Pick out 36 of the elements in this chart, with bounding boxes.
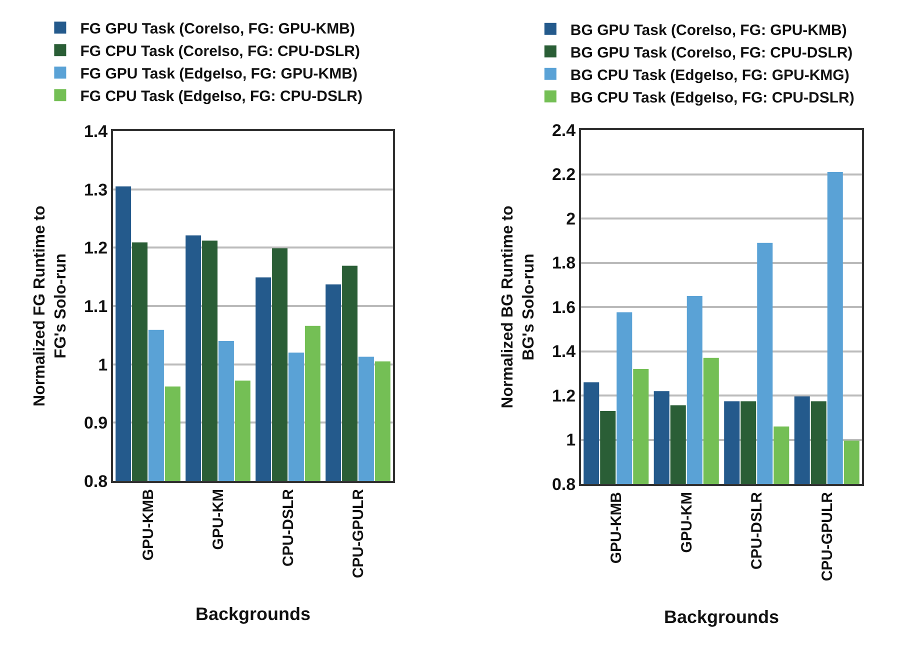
y-tick-label: 0.8	[552, 474, 576, 494]
y-tick-label: 1.8	[552, 254, 576, 273]
legend-label: BG CPU Task (EdgeIso, FG: GPU-KMG)	[570, 66, 850, 84]
x-tick-label: GPU-KM	[678, 492, 696, 553]
y-axis-title: Normalized BG Runtime to BG's Solo-run	[500, 205, 538, 408]
x-tick-label: GPU-KMB	[608, 492, 626, 564]
x-tick-label: GPU-KMB	[140, 488, 157, 561]
y-tick-label: 1.4	[84, 122, 108, 141]
legend-label: FG GPU Task (CoreIso, FG: GPU-KMB)	[80, 20, 355, 38]
x-tick-label: CPU-DSLR	[280, 488, 297, 566]
y-tick-label: 1.3	[84, 180, 108, 200]
y-axis-title: Normalized FG Runtime to FG's Solo-run	[32, 205, 70, 406]
y-tick-label: 1.4	[552, 342, 576, 362]
y-tick-label: 2.4	[552, 120, 576, 140]
y-tick-label: 1	[566, 430, 576, 450]
legend-label: BG GPU Task (CoreIso, FG: GPU-KMB)	[570, 22, 847, 39]
legend-label: FG CPU Task (EdgeIso, FG: CPU-DSLR)	[80, 88, 362, 105]
x-axis-title: Backgrounds	[195, 604, 311, 624]
y-tick-label: 1.2	[84, 238, 108, 258]
y-tick-label: 2	[566, 209, 576, 228]
y-tick-label: 2.2	[552, 165, 576, 184]
legend-label: FG CPU Task (CoreIso, FG: CPU-DSLR)	[80, 42, 360, 60]
y-tick-label: 1.6	[552, 298, 576, 317]
y-tick-label: 1.1	[84, 296, 108, 316]
legend-label: BG GPU Task (CoreIso, FG: CPU-DSLR)	[570, 44, 853, 62]
y-tick-label: 1	[98, 355, 108, 374]
y-tick-label: 0.9	[84, 414, 108, 433]
y-tick-label: 1.2	[552, 386, 576, 406]
x-tick-label: GPU-KM	[210, 489, 227, 550]
x-tick-label: CPU-GPULR	[350, 488, 367, 578]
x-tick-label: CPU-DSLR	[748, 492, 766, 570]
x-axis-title: Backgrounds	[664, 606, 780, 627]
legend-label: FG GPU Task (EdgeIso, FG: GPU-KMB)	[80, 65, 358, 82]
x-tick-label: CPU-GPULR	[818, 492, 836, 582]
legend-label: BG CPU Task (EdgeIso, FG: CPU-DSLR)	[570, 89, 854, 106]
y-tick-label: 0.8	[84, 472, 108, 491]
